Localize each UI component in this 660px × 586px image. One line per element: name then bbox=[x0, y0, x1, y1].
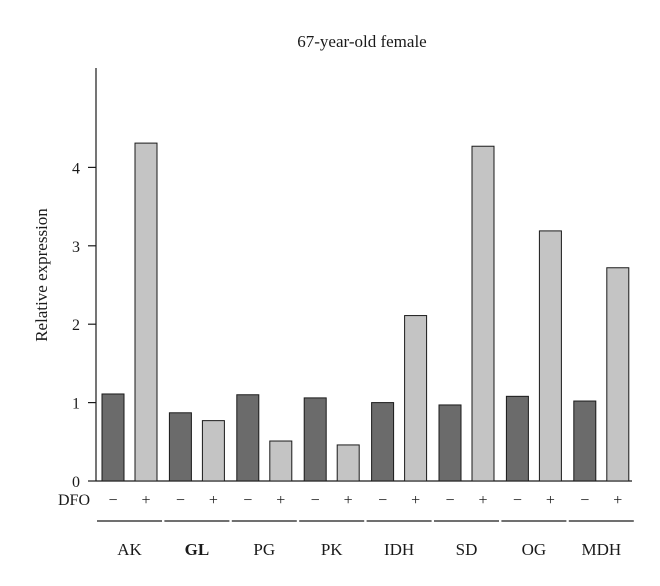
y-tick-label: 1 bbox=[72, 396, 80, 413]
dfo-plus-mark: + bbox=[209, 492, 218, 509]
bar-idh-plus bbox=[404, 315, 428, 482]
category-label-og: OG bbox=[522, 540, 547, 559]
dfo-plus-mark: + bbox=[546, 492, 555, 509]
bar-sd-minus bbox=[438, 404, 462, 482]
bar-pg-plus bbox=[269, 440, 293, 482]
y-axis-label: Relative expression bbox=[32, 208, 51, 342]
bar-idh-minus bbox=[371, 402, 395, 482]
bar-pk-plus bbox=[336, 444, 360, 482]
bar-gl-minus bbox=[168, 412, 192, 482]
dfo-minus-mark: − bbox=[378, 492, 387, 509]
bar-og-minus bbox=[505, 395, 529, 482]
dfo-plus-mark: + bbox=[411, 492, 420, 509]
bar-pk-minus bbox=[303, 397, 327, 482]
category-label-sd: SD bbox=[456, 540, 478, 559]
dfo-minus-mark: − bbox=[311, 492, 320, 509]
bar-ak-plus bbox=[134, 142, 158, 482]
dfo-plus-mark: + bbox=[478, 492, 487, 509]
dfo-minus-mark: − bbox=[513, 492, 522, 509]
bar-mdh-minus bbox=[573, 400, 597, 482]
dfo-plus-mark: + bbox=[344, 492, 353, 509]
category-label-ak: AK bbox=[117, 540, 142, 559]
x-axis-labels: − + AK − + GL − + PG − + PK − + IDH − + SD − + OG − + MDH bbox=[97, 492, 634, 559]
bar-sd-plus bbox=[471, 145, 495, 482]
chart-title: 67-year-old female bbox=[297, 32, 426, 51]
y-tick-label: 4 bbox=[72, 160, 80, 177]
bar-pg-minus bbox=[236, 394, 260, 482]
dfo-minus-mark: − bbox=[580, 492, 589, 509]
dfo-minus-mark: − bbox=[243, 492, 252, 509]
category-label-mdh: MDH bbox=[581, 540, 621, 559]
category-label-pk: PK bbox=[321, 540, 343, 559]
bar-group bbox=[101, 142, 630, 482]
category-label-idh: IDH bbox=[384, 540, 414, 559]
dfo-minus-mark: − bbox=[108, 492, 117, 509]
dfo-plus-mark: + bbox=[613, 492, 622, 509]
dfo-minus-mark: − bbox=[176, 492, 185, 509]
category-label-gl: GL bbox=[185, 540, 210, 559]
y-axis-ticks: 0 1 2 3 4 bbox=[72, 160, 96, 491]
bar-og-plus bbox=[538, 230, 562, 482]
bar-ak-minus bbox=[101, 393, 125, 482]
dfo-label: DFO bbox=[58, 492, 90, 509]
y-tick-label: 0 bbox=[72, 474, 80, 491]
dfo-plus-mark: + bbox=[276, 492, 285, 509]
bar-mdh-plus bbox=[606, 267, 630, 482]
category-label-pg: PG bbox=[253, 540, 275, 559]
y-tick-label: 3 bbox=[72, 239, 80, 256]
y-tick-label: 2 bbox=[72, 317, 80, 334]
bar-gl-plus bbox=[201, 420, 225, 482]
dfo-minus-mark: − bbox=[445, 492, 454, 509]
dfo-plus-mark: + bbox=[141, 492, 150, 509]
